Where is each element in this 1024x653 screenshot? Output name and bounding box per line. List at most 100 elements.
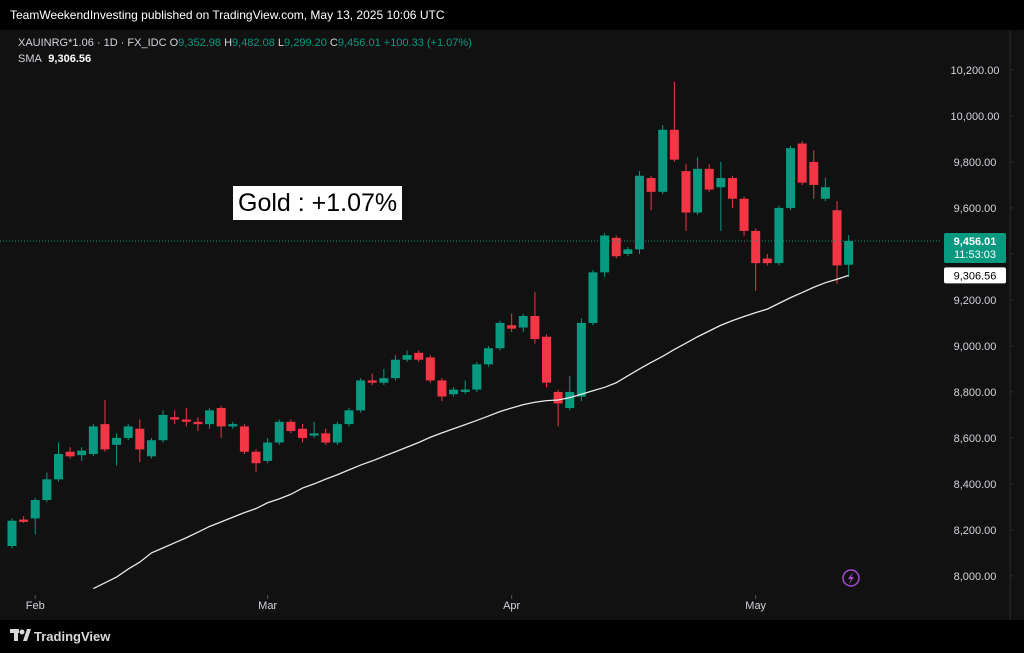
x-tick-label: Feb bbox=[26, 600, 45, 612]
symbol: XAUINRG*1.06 · 1D · FX_IDC bbox=[18, 37, 167, 49]
y-tick-label: 10,000.00 bbox=[951, 111, 1000, 123]
candle-body bbox=[762, 258, 772, 264]
legend-row: XAUINRG*1.06 · 1D · FX_IDC O9,352.98 H 9,… bbox=[18, 35, 472, 51]
y-tick-label: 8,800.00 bbox=[954, 387, 997, 399]
y-tick-label: 9,800.00 bbox=[954, 157, 997, 169]
candle-body bbox=[809, 161, 819, 185]
candle-body bbox=[774, 207, 784, 264]
candle-body bbox=[681, 171, 691, 213]
candle-body bbox=[298, 428, 307, 438]
c-value: 9,456.01 bbox=[337, 37, 381, 49]
sma-price-label: 9,306.56 bbox=[954, 270, 997, 282]
candle-body bbox=[309, 433, 319, 436]
candle-body bbox=[669, 129, 679, 160]
tv-logo bbox=[10, 629, 31, 641]
candle-body bbox=[367, 380, 377, 383]
candle-body bbox=[123, 426, 133, 438]
chart-legend: XAUINRG*1.06 · 1D · FX_IDC O9,352.98 H 9,… bbox=[18, 35, 472, 67]
candle-body bbox=[158, 414, 168, 441]
candle-body bbox=[449, 389, 459, 395]
candle-body bbox=[53, 454, 63, 480]
y-tick-label: 9,600.00 bbox=[954, 203, 997, 215]
sma-value: 9,306.56 bbox=[48, 53, 92, 65]
candle-body bbox=[228, 424, 238, 427]
candle-body bbox=[112, 437, 122, 445]
candle-body bbox=[576, 322, 586, 397]
candle-body bbox=[437, 380, 447, 397]
y-tick-label: 10,200.00 bbox=[951, 65, 1000, 77]
candle-body bbox=[553, 391, 563, 404]
sma-label: SMA bbox=[18, 53, 42, 65]
candle-body bbox=[483, 348, 493, 365]
last-price-label: 9,456.01 bbox=[954, 236, 997, 248]
candle-body bbox=[251, 451, 261, 464]
candle-body bbox=[658, 129, 668, 192]
candle-body bbox=[507, 325, 517, 329]
candle-body bbox=[565, 391, 575, 409]
x-tick-label: Apr bbox=[503, 600, 520, 612]
candle-body bbox=[611, 237, 621, 257]
candle-body bbox=[786, 148, 796, 208]
o-label: O bbox=[169, 37, 179, 49]
candle-body bbox=[65, 451, 75, 457]
candle-body bbox=[739, 198, 749, 231]
candle-body bbox=[216, 408, 226, 427]
candle-body bbox=[146, 440, 156, 457]
y-tick-label: 9,000.00 bbox=[954, 341, 997, 353]
candle-body bbox=[414, 352, 424, 360]
o-value: 9,352.98 bbox=[178, 37, 221, 49]
l-label: L bbox=[277, 37, 285, 49]
x-tick-label: Mar bbox=[258, 600, 277, 612]
countdown: 11:53:03 bbox=[954, 249, 996, 261]
candle-body bbox=[193, 421, 203, 425]
candle-body bbox=[77, 450, 87, 456]
candle-body bbox=[30, 500, 40, 519]
flash-icon-bolt bbox=[848, 572, 854, 584]
candle-body bbox=[7, 520, 17, 547]
candle-body bbox=[820, 187, 830, 199]
candle-body bbox=[274, 421, 284, 443]
x-tick-label: May bbox=[745, 600, 766, 612]
y-tick-label: 9,200.00 bbox=[954, 295, 997, 307]
publish-header: TeamWeekendInvesting published on Tradin… bbox=[0, 0, 1024, 30]
candle-body bbox=[716, 178, 726, 188]
candle-body bbox=[600, 235, 610, 273]
candle-body bbox=[19, 519, 29, 522]
candle-body bbox=[634, 175, 644, 250]
candle-body bbox=[844, 241, 854, 265]
candle-body bbox=[588, 272, 598, 323]
candle-body bbox=[181, 419, 191, 422]
candle-body bbox=[832, 210, 842, 266]
candle-body bbox=[390, 359, 400, 379]
candle-body bbox=[518, 316, 528, 328]
candle-body bbox=[623, 249, 633, 254]
candle-body bbox=[704, 168, 714, 190]
chart: 8,000.00 8,200.00 8,400.00 8,600.00 8,800.00… bbox=[0, 30, 1024, 620]
candle-body bbox=[88, 426, 98, 455]
candle-body bbox=[321, 433, 331, 443]
last-price-tag bbox=[944, 233, 1006, 264]
l-value: 9,299.20 bbox=[284, 37, 327, 49]
candle-body bbox=[402, 355, 412, 360]
candle-body bbox=[425, 357, 435, 381]
c-label: C bbox=[329, 37, 338, 49]
y-tick-label: 8,400.00 bbox=[954, 479, 997, 491]
footer: TradingView bbox=[0, 620, 1024, 653]
candle-body bbox=[530, 316, 540, 340]
legend-row: SMA 9,306.56 bbox=[18, 51, 472, 67]
candle-body bbox=[286, 421, 296, 432]
y-tick-label: 8,000.00 bbox=[954, 571, 997, 583]
candle-body bbox=[472, 364, 482, 390]
y-tick-label: 8,200.00 bbox=[954, 525, 997, 537]
candle-body bbox=[135, 428, 145, 450]
annotation: Gold : +1.07% bbox=[233, 186, 403, 220]
candle-body bbox=[495, 322, 505, 349]
candle-body bbox=[797, 143, 807, 183]
candle-body bbox=[42, 479, 52, 501]
candle-body bbox=[263, 442, 273, 461]
h-label: H bbox=[224, 37, 233, 49]
candle-body bbox=[693, 168, 703, 213]
sma-price-tag bbox=[944, 267, 1006, 284]
candle-body bbox=[239, 426, 249, 452]
